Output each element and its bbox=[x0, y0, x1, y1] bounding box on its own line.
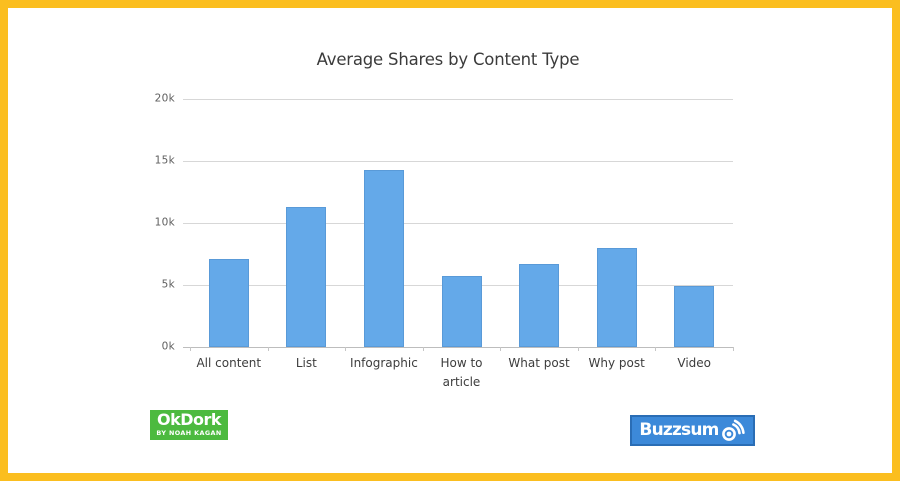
bar-what-post bbox=[519, 263, 560, 347]
okdork-logo-text: OkDork bbox=[156, 410, 222, 429]
broadcast-o-icon bbox=[720, 418, 746, 443]
x-axis-category-label-all-content: All content bbox=[196, 356, 262, 370]
bar-list bbox=[286, 206, 327, 347]
x-axis-category-label-why-post: Why post bbox=[588, 356, 645, 370]
x-axis-category-label-what-post: What post bbox=[508, 356, 570, 370]
okdork-tagline-text: BY NOAH KAGAN bbox=[156, 429, 222, 437]
gridline bbox=[183, 99, 733, 100]
x-axis-tick bbox=[267, 347, 269, 351]
y-axis-tick-label: 10k bbox=[154, 216, 175, 229]
y-axis-tick-label: 5k bbox=[161, 278, 175, 291]
x-axis-tick bbox=[190, 347, 191, 351]
x-axis-tick bbox=[733, 347, 734, 351]
bar-video bbox=[674, 286, 715, 347]
x-axis-line bbox=[183, 347, 733, 348]
x-axis-category-label-infographic: Infographic bbox=[350, 356, 418, 370]
x-axis-category-label-how-to-article: How to article bbox=[440, 356, 483, 389]
x-axis-tick bbox=[422, 347, 424, 351]
x-axis-category-label-video: Video bbox=[677, 356, 712, 370]
x-axis-category-label-list: List bbox=[295, 356, 317, 370]
y-axis-tick-label: 0k bbox=[161, 340, 175, 353]
x-axis-tick bbox=[577, 347, 579, 351]
buzzsumo-logo: Buzzsum bbox=[630, 415, 755, 446]
bar-why-post bbox=[596, 247, 637, 347]
x-axis-tick bbox=[500, 347, 502, 351]
bar-all-content bbox=[208, 258, 249, 347]
gridline bbox=[183, 161, 733, 162]
plot-area: 0k 5k 10k 15k 20k All content List Infographic H… bbox=[155, 92, 734, 389]
chart-title: Average Shares by Content Type bbox=[316, 50, 580, 69]
x-axis-tick bbox=[345, 347, 347, 351]
x-axis-tick bbox=[655, 347, 657, 351]
buzzsumo-logo-text: Buzzsum bbox=[639, 420, 719, 440]
y-axis-tick-label: 20k bbox=[154, 92, 175, 105]
y-axis-tick-label: 15k bbox=[154, 154, 175, 167]
okdork-logo: OkDork BY NOAH KAGAN bbox=[150, 410, 228, 440]
bar-how-to-article bbox=[441, 276, 482, 347]
bar-infographic bbox=[363, 169, 404, 347]
gridline bbox=[183, 223, 733, 224]
